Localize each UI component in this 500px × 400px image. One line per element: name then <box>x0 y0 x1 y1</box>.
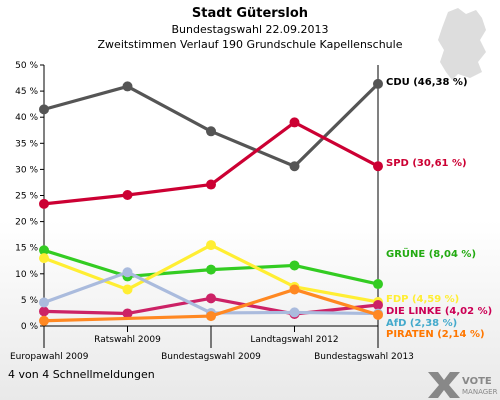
data-point <box>122 267 133 278</box>
x-tick-label: Europawahl 2009 <box>10 352 89 362</box>
y-tick-label: 5 % <box>21 296 39 306</box>
data-point <box>39 253 49 264</box>
series-line <box>43 287 379 323</box>
data-point <box>122 284 133 295</box>
data-point <box>206 264 216 275</box>
series-line <box>43 82 380 168</box>
data-point <box>373 309 383 320</box>
series-end-label: CDU (46,38 %) <box>386 77 468 88</box>
series-layer <box>39 78 383 326</box>
series-labels: CDU (46,38 %) SPD (30,61 %) GRÜNE (8,04 %)… <box>386 77 492 340</box>
y-tick-label: 10 % <box>15 270 38 280</box>
data-point <box>289 161 300 172</box>
y-tick-label: 15 % <box>15 244 38 254</box>
data-point <box>289 117 300 128</box>
y-tick-label: 25 % <box>15 192 38 202</box>
series-end-label: SPD (30,61 %) <box>386 158 467 169</box>
data-point <box>206 179 216 190</box>
y-axis: 0 % 5 % 10 % 15 % 20 % 25 % 30 % 35 % 40 % 45 % 50… <box>15 61 45 332</box>
data-point <box>39 245 49 256</box>
y-tick-label: 35 % <box>15 139 38 149</box>
y-tick-label: 0 % <box>21 322 39 332</box>
data-point <box>39 306 49 317</box>
y-tick-label: 30 % <box>15 165 38 175</box>
data-point <box>39 315 49 326</box>
logo-subtext: MANAGER <box>462 388 498 396</box>
chart-subtitle-location: Zweitstimmen Verlauf 190 Grundschule Kap… <box>98 38 403 51</box>
data-point <box>39 104 49 115</box>
data-point <box>373 78 383 89</box>
data-point <box>39 297 49 308</box>
data-point <box>373 279 383 290</box>
y-tick-label: 40 % <box>15 113 38 123</box>
logo-text: VOTE <box>462 376 492 387</box>
data-point <box>373 300 383 311</box>
data-point <box>206 126 216 137</box>
series-end-label: FDP (4,59 %) <box>386 294 459 305</box>
data-point <box>122 308 133 319</box>
data-point <box>373 161 383 172</box>
x-tick-label: Bundestagswahl 2013 <box>314 352 414 362</box>
data-point <box>206 311 216 322</box>
y-tick-label: 50 % <box>15 61 38 71</box>
data-point <box>289 260 300 271</box>
germany-map-icon <box>438 8 486 80</box>
x-tick-label: Landtagswahl 2012 <box>250 335 338 345</box>
chart-title: Stadt Gütersloh <box>192 6 308 21</box>
data-point <box>206 240 216 251</box>
series-end-label: PIRATEN (2,14 %) <box>386 329 485 340</box>
logo-x-icon <box>428 372 460 398</box>
chart-subtitle-date: Bundestagswahl 22.09.2013 <box>172 23 329 36</box>
series-end-label: AfD (2,38 %) <box>386 318 457 329</box>
data-point <box>39 198 49 209</box>
footer-text: 4 von 4 Schnellmeldungen <box>8 368 155 381</box>
data-point <box>122 81 133 92</box>
data-point <box>122 189 133 200</box>
series-end-label: GRÜNE (8,04 %) <box>386 246 476 260</box>
y-tick-label: 45 % <box>15 87 38 97</box>
series-end-label: DIE LINKE (4,02 %) <box>386 306 492 317</box>
data-point <box>289 307 300 318</box>
data-point <box>289 284 300 295</box>
x-tick-label: Ratswahl 2009 <box>94 335 161 345</box>
y-tick-label: 20 % <box>15 218 38 228</box>
x-tick-label: Bundestagswahl 2009 <box>161 352 261 362</box>
data-point <box>206 293 216 304</box>
